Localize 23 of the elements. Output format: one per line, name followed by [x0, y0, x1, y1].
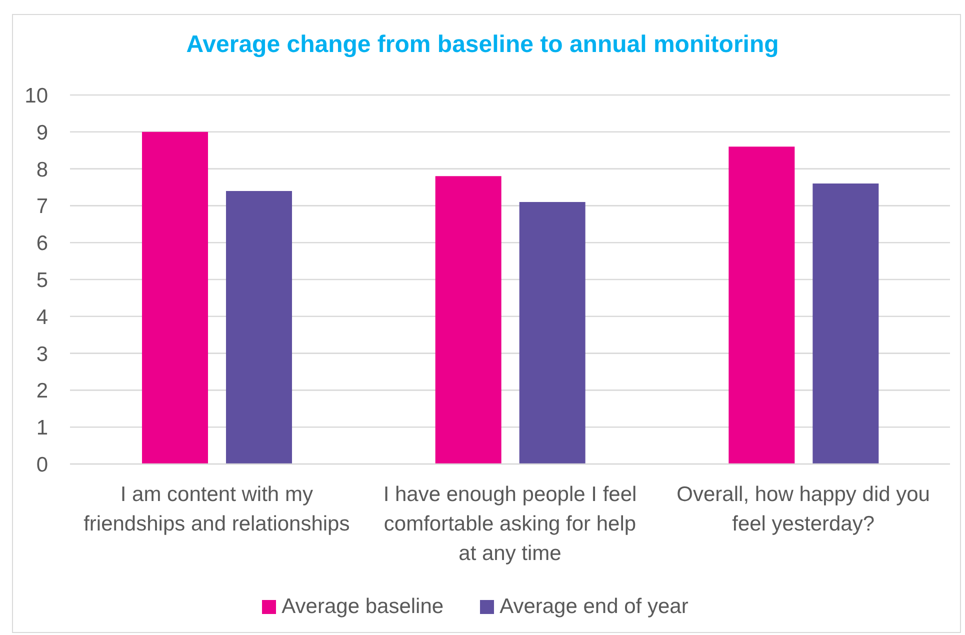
x-tick-label: Overall, how happy did you feel yesterday? [676, 483, 930, 536]
bar [226, 190, 292, 464]
y-tick-label: 5 [36, 268, 48, 292]
y-tick-label: 4 [36, 306, 48, 329]
bar [728, 146, 795, 464]
y-tick-label: 3 [36, 342, 48, 366]
legend-label: Average baseline [282, 595, 444, 619]
y-tick-label: 1 [36, 416, 48, 440]
y-tick-label: 10 [24, 84, 48, 108]
y-tick-label: 7 [36, 195, 48, 218]
y-tick-label: 0 [36, 453, 48, 476]
y-tick-label: 9 [36, 121, 48, 144]
y-tick-label: 8 [36, 158, 48, 182]
x-tick-label: I have enough people I feel comfortable asking for help at any time [383, 483, 637, 565]
bar [812, 184, 879, 464]
legend-label: Average end of year [500, 595, 688, 619]
bar [519, 202, 586, 464]
chart-title: Average change from baseline to annual monitoring [185, 30, 780, 60]
bar [142, 132, 208, 464]
y-tick-label: 2 [36, 380, 48, 403]
x-tick-label: I am content with my friendships and relationships [84, 483, 350, 536]
y-tick-label: 6 [36, 232, 48, 256]
bar [435, 176, 502, 464]
